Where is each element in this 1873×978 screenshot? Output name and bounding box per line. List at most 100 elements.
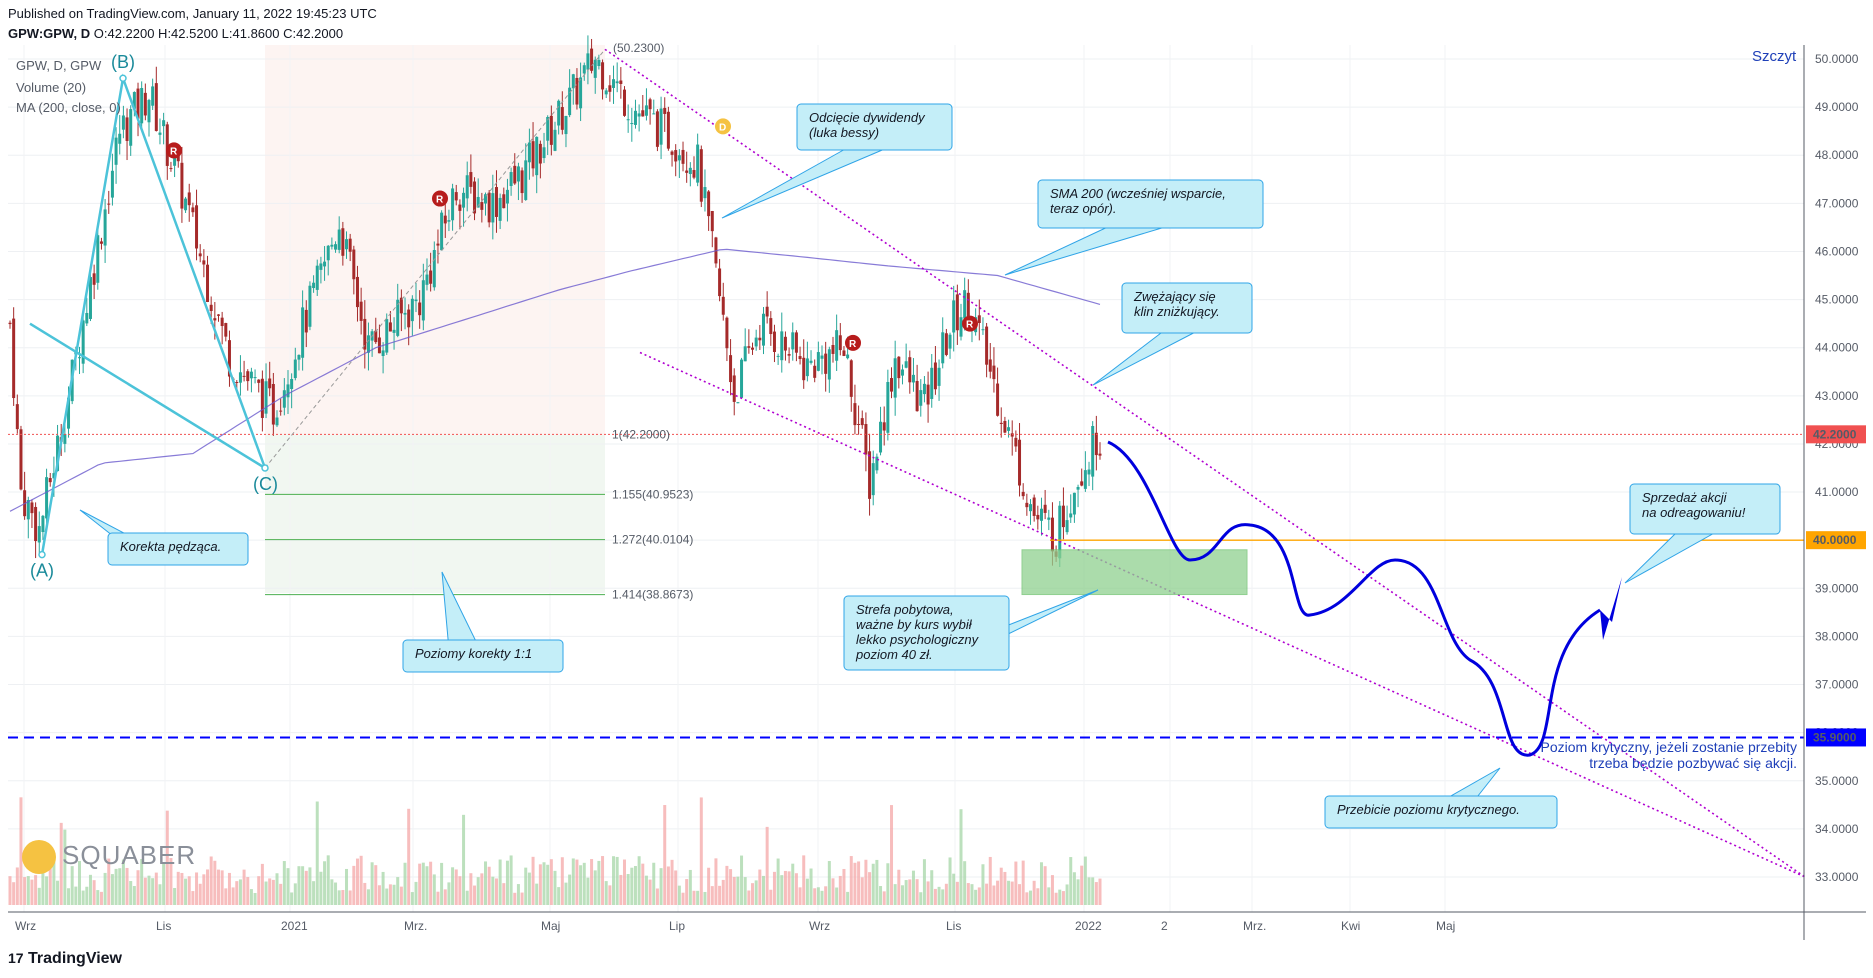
candle-body [253, 377, 257, 379]
volume-bar [1065, 884, 1069, 905]
impulse-zone [265, 45, 605, 435]
candle-body [52, 473, 56, 479]
volume-bar [641, 863, 645, 905]
volume-bar [462, 814, 466, 905]
candle-body [257, 379, 261, 383]
candle-body [330, 244, 334, 247]
volume-bar [381, 871, 385, 905]
volume-bar [886, 863, 890, 905]
zone-box [1021, 549, 1248, 596]
candle-body [1083, 470, 1087, 489]
volume-bar [1036, 888, 1040, 905]
volume-bar [871, 863, 875, 905]
candle-body [1021, 491, 1025, 497]
volume-bar [414, 881, 418, 905]
volume-bar [1010, 881, 1014, 905]
candle-body [933, 362, 937, 390]
x-tick-label: 2022 [1075, 919, 1102, 933]
wedge-callout-box [1121, 282, 1253, 334]
impulse-diagonal [264, 49, 606, 469]
y-tick-label: 35.0000 [1815, 774, 1859, 788]
volume-bar [191, 891, 195, 905]
legend-ma[interactable]: MA (200, close, 0) [16, 100, 121, 115]
volume-bar [202, 874, 206, 905]
candle-body [121, 115, 125, 130]
volume-bar [721, 879, 725, 905]
x-tick-label: Wrz [15, 919, 36, 933]
candle-body [67, 397, 71, 429]
volume-bar [484, 861, 488, 905]
volume-bar [312, 881, 316, 905]
candle-body [655, 111, 659, 147]
volume-bar [824, 886, 828, 905]
candle-body [425, 274, 429, 285]
volume-bar [531, 856, 535, 905]
volume-bar [224, 888, 228, 905]
volume-bar [707, 867, 711, 905]
candle-body [315, 265, 319, 290]
volume-bar [597, 860, 601, 905]
volume-bar [114, 868, 118, 905]
candle-body [831, 344, 835, 354]
candle-body [930, 367, 934, 399]
volume-bar [769, 889, 773, 905]
candle-body [802, 357, 806, 381]
volume-bar [8, 876, 12, 905]
volume-bar [615, 856, 619, 905]
candle-body [429, 270, 433, 284]
candle-body [377, 337, 381, 354]
candle-body [304, 309, 308, 333]
candle-body [1003, 420, 1007, 433]
volume-bar [601, 856, 605, 905]
candle-body [374, 330, 378, 343]
volume-bar [15, 867, 19, 905]
volume-bar [663, 805, 667, 905]
zone-callout-text: poziom 40 zł. [855, 647, 933, 662]
volume-bar [714, 858, 718, 905]
volume-bar [290, 892, 294, 905]
volume-bar [1091, 877, 1095, 905]
legend-volume[interactable]: Volume (20) [16, 80, 87, 95]
dividend-callout-text: (luka bessy) [809, 125, 879, 140]
sma-callout-text: teraz opór). [1050, 201, 1116, 216]
candle-body [169, 168, 173, 170]
candle-body [721, 296, 725, 315]
candle-body [454, 192, 458, 201]
candle-body [864, 424, 868, 455]
candle-body [922, 383, 926, 395]
volume-bar [612, 856, 616, 905]
volume-bar [34, 875, 38, 905]
x-tick-label: Lis [156, 919, 171, 933]
candle-body [206, 264, 210, 302]
volume-bar [1029, 890, 1033, 905]
x-tick-label: Maj [541, 919, 560, 933]
volume-bar [1072, 872, 1076, 905]
candle-body [235, 382, 239, 384]
volume-bar [85, 886, 89, 905]
y-tick-label: 49.0000 [1815, 100, 1859, 114]
legend-title[interactable]: GPW, D, GPW [16, 58, 102, 73]
candle-body [396, 299, 400, 336]
candle-body [619, 80, 623, 84]
volume-bar [761, 875, 765, 905]
last-price-tag [1806, 425, 1866, 444]
candle-body [96, 235, 100, 283]
dividend-callout-text: Odcięcie dywidendy [809, 110, 926, 125]
volume-bar [1032, 880, 1036, 905]
candle-body [473, 181, 477, 214]
volume-bar [743, 877, 747, 905]
candle-body [868, 451, 872, 499]
tradingview-logo[interactable]: 17 TradingView [8, 950, 122, 968]
volume-bar [473, 885, 477, 905]
candle-body [761, 313, 765, 346]
volume-bar [732, 876, 736, 905]
volume-bar [560, 857, 564, 905]
candle-body [568, 87, 572, 116]
volume-bar [48, 864, 52, 905]
candle-body [630, 123, 634, 125]
volume-bar [341, 890, 345, 905]
candle-body [498, 197, 502, 221]
volume-bar [140, 859, 144, 905]
